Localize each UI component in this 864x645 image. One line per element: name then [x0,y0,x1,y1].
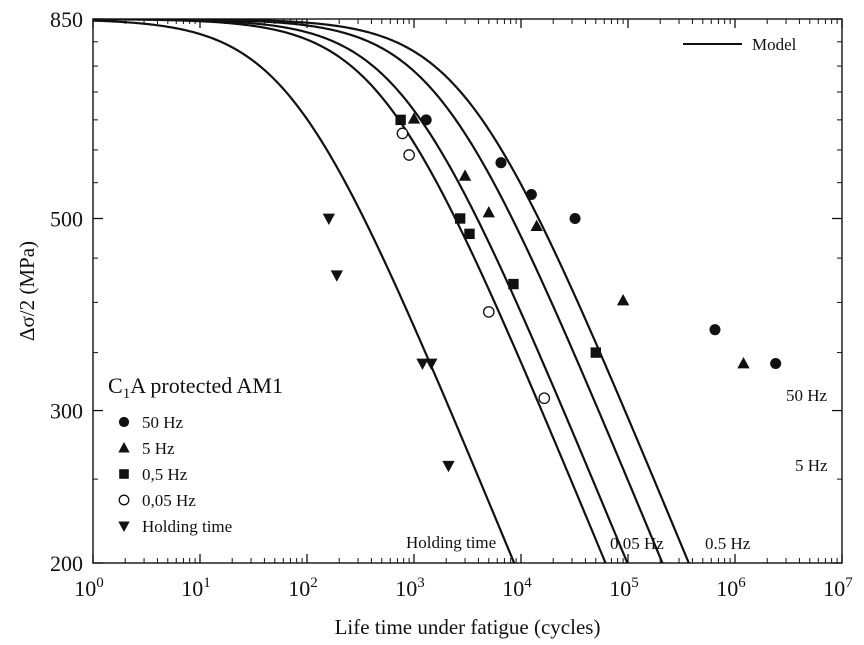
data-point [442,460,455,473]
legend-title-subscript: 1 [123,386,131,402]
x-tick-label: 107 [823,575,853,601]
legend-title-rest: A protected AM1 [130,373,283,398]
series-legend: C1A protected AM1 50 Hz 5 Hz 0,5 Hz 0,05 Hz… [108,373,283,536]
data-point [616,294,630,306]
data-point [458,169,472,181]
data-point [330,270,344,282]
legend-item: 0,05 Hz [118,491,196,510]
data-point [495,157,507,169]
x-tick-label: 100 [74,575,104,601]
data-point [403,149,415,161]
legend-title: C1A protected AM1 [108,373,283,402]
data-point [407,112,421,124]
legend-item: 0,5 Hz [119,465,188,484]
legend-marker [118,442,130,453]
y-tick-label: 300 [50,399,83,424]
y-axis-label: Δσ/2 (MPa) [15,241,39,341]
model-legend: Model [683,35,797,54]
data-point [425,358,438,370]
x-axis-label: Life time under fatigue (cycles) [335,615,601,639]
plot-area-frame [92,18,843,564]
data-point [590,347,601,358]
model-legend-label: Model [752,35,797,54]
data-point [420,114,432,126]
legend-label: 0,05 Hz [142,491,196,510]
data-point [709,324,721,336]
x-tick-label: 104 [502,575,532,601]
legend-item: Holding time [118,517,232,536]
data-point [525,188,537,200]
y-tick-label: 200 [50,551,83,576]
legend-label: Holding time [142,517,232,536]
data-point [395,114,406,126]
data-points [322,112,782,473]
legend-label: 50 Hz [142,413,184,432]
y-tick-label: 850 [50,7,83,32]
curve-labels: 50 Hz 5 Hz 0.5 Hz 0.05 Hz Holding time [406,386,828,553]
data-point [482,206,495,218]
x-tick-label: 106 [716,575,746,601]
legend-label: 0,5 Hz [142,465,188,484]
curve-label: Holding time [406,533,496,552]
legend-label: 5 Hz [142,439,175,458]
data-point [464,228,475,240]
curve-label: 0.05 Hz [610,534,664,553]
legend-title-main: C [108,373,123,398]
data-point [396,127,409,140]
legend-marker [118,494,130,506]
legend-marker [119,469,129,479]
curve-label: 0.5 Hz [705,534,751,553]
legend-marker [118,521,130,532]
x-axis-ticks: 100 101 102 103 104 105 106 107 [74,19,853,601]
data-point [454,213,466,224]
data-point [416,358,429,370]
x-tick-label: 103 [395,575,425,601]
model-curve [93,19,516,563]
x-tick-label: 101 [181,575,211,601]
data-point [530,219,543,231]
y-axis-ticks: 200 300 500 850 [50,7,842,576]
legend-items: 50 Hz 5 Hz 0,5 Hz 0,05 Hz Holding time [118,413,232,536]
data-point [538,392,551,405]
x-tick-label: 105 [609,575,639,601]
data-point [508,278,519,290]
legend-marker [118,416,130,428]
x-tick-label: 102 [288,575,318,601]
data-point [770,357,782,370]
curve-label: 50 Hz [786,386,828,405]
legend-item: 5 Hz [118,439,175,458]
data-point [737,356,750,369]
model-curve [93,19,607,563]
data-point [569,212,581,225]
curve-label: 5 Hz [795,456,828,475]
data-point [322,213,336,226]
legend-item: 50 Hz [118,413,184,432]
y-tick-label: 500 [50,207,83,232]
data-point [482,306,495,318]
